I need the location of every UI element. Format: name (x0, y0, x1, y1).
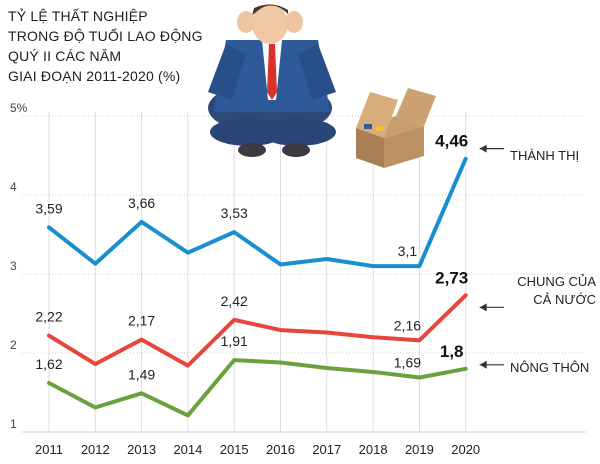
chart-title: TỶ LỆ THẤT NGHIỆP TRONG ĐỘ TUỔI LAO ĐỘNG… (8, 6, 238, 86)
data-label: 2,22 (35, 309, 62, 325)
data-label: 3,1 (398, 243, 418, 259)
series-line-0 (47, 156, 468, 269)
x-tick-label: 2019 (405, 442, 434, 457)
data-label: 2,42 (221, 293, 248, 309)
series-name-label: THÀNH THỊ (510, 148, 579, 163)
data-label: 1,8 (440, 342, 464, 361)
x-tick-label: 2014 (173, 442, 202, 457)
x-tick-label: 2018 (359, 442, 388, 457)
data-label: 1,69 (394, 354, 421, 370)
series-name-label: CẢ NƯỚC (533, 292, 596, 307)
chart-title-line: GIAI ĐOẠN 2011-2020 (%) (8, 68, 181, 84)
data-label: 2,73 (435, 268, 468, 287)
x-tick-label: 2011 (35, 442, 63, 457)
chart-title-line: TRONG ĐỘ TUỔI LAO ĐỘNG (8, 28, 203, 44)
cardboard-box-illustration (356, 88, 436, 168)
series-line-1 (47, 293, 468, 368)
y-tick-label: 5% (10, 101, 28, 115)
series-pointer-arrow (479, 360, 487, 369)
x-tick-label: 2017 (312, 442, 341, 457)
data-label: 2,17 (128, 313, 155, 329)
series-pointer-arrow (479, 303, 487, 312)
x-tick-label: 2013 (127, 442, 156, 457)
y-tick-label: 2 (10, 338, 17, 352)
data-label: 3,53 (221, 205, 248, 221)
series-pointer-arrow (479, 144, 487, 153)
y-tick-label: 4 (10, 180, 17, 194)
x-tick-label: 2015 (220, 442, 249, 457)
series-name-label: CHUNG CỦA (517, 274, 596, 289)
y-tick-label: 3 (10, 259, 17, 273)
y-tick-label: 1 (10, 417, 17, 431)
chart-title-line: TỶ LỆ THẤT NGHIỆP (8, 8, 148, 24)
x-tick-label: 2020 (451, 442, 480, 457)
data-label: 1,91 (221, 333, 248, 349)
data-label: 2,16 (394, 317, 421, 333)
data-label: 3,66 (128, 195, 155, 211)
x-tick-label: 2012 (81, 442, 110, 457)
x-tick-label: 2016 (266, 442, 295, 457)
chart-title-line: QUÝ II CÁC NĂM (8, 48, 122, 64)
data-label: 4,46 (435, 132, 468, 151)
data-label: 1,62 (35, 356, 62, 372)
series-line-2 (47, 358, 468, 418)
worried-man-illustration (208, 4, 336, 157)
series-name-label: NÔNG THÔN (510, 360, 589, 375)
data-label: 1,49 (128, 366, 155, 382)
data-label: 3,59 (35, 200, 62, 216)
